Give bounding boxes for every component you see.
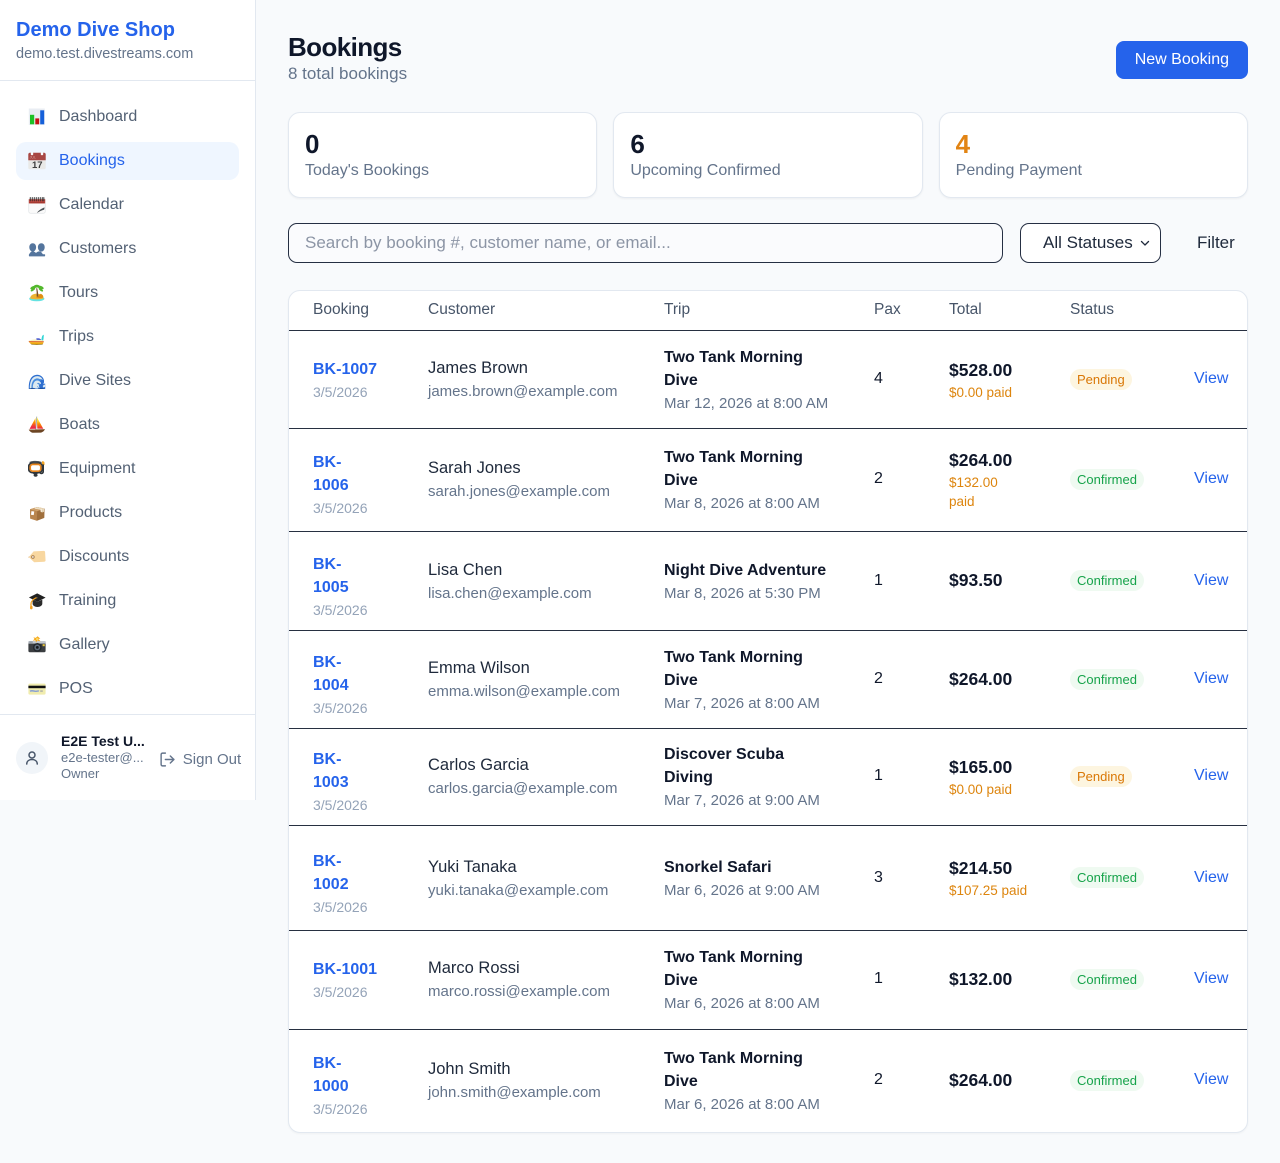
- svg-text:17: 17: [32, 160, 43, 170]
- svg-text:JUL: JUL: [30, 155, 36, 159]
